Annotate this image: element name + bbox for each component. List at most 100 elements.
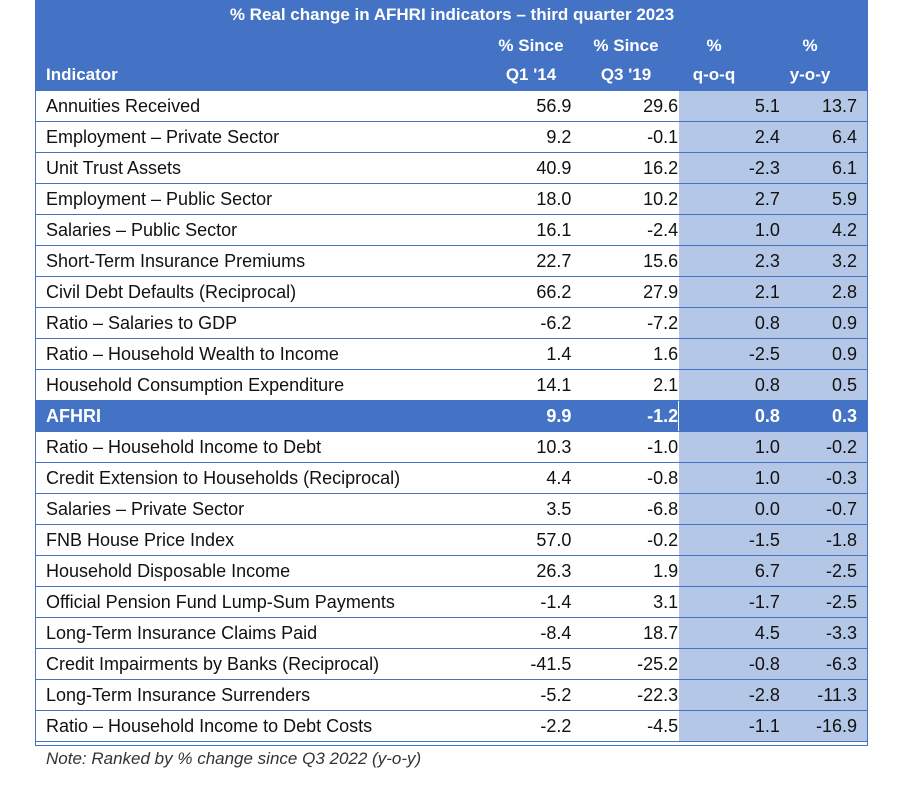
since-q1-14-cell: -2.2	[540, 716, 572, 736]
header-q3-line1: % Since	[593, 36, 659, 55]
since-q1-14-cell: 10.3	[536, 437, 572, 457]
yoy-cell: -16.9	[787, 711, 868, 741]
table-row: Long-Term Insurance Surrenders -5.2 -22.3-…	[36, 680, 868, 711]
table-row: Household Consumption Expenditure 14.1 2.1…	[36, 370, 868, 401]
since-q1-14-cell: -5.2	[540, 685, 572, 705]
qoq-cell: 0.8	[678, 308, 788, 338]
yoy-cell: 6.4	[787, 122, 868, 152]
yoy-cell: -0.2	[787, 432, 868, 462]
indicator-cell: FNB House Price Index	[46, 530, 235, 550]
table-row: Salaries – Public Sector 16.1 -2.4 1.0 4.2	[36, 215, 868, 246]
since-q1-14-cell: 56.9	[536, 96, 572, 116]
indicator-cell: Ratio – Household Income to Debt	[46, 437, 322, 457]
since-q3-19-cell: 10.2	[643, 189, 679, 209]
since-q1-14-cell: 26.3	[536, 561, 572, 581]
indicator-cell: Household Consumption Expenditure	[46, 375, 345, 395]
qoq-cell: -1.5	[678, 525, 788, 555]
table-row: Civil Debt Defaults (Reciprocal) 66.2 27.9…	[36, 277, 868, 308]
table-header: % Real change in AFHRI indicators – thir…	[36, 0, 868, 91]
since-q1-14-cell: 57.0	[536, 530, 572, 550]
qoq-cell: 2.7	[678, 184, 788, 214]
yoy-cell: 3.2	[787, 246, 868, 276]
yoy-cell: -0.7	[787, 494, 868, 524]
header-q1-line1: % Since	[498, 36, 564, 55]
indicator-cell: Ratio – Household Wealth to Income	[46, 344, 339, 364]
qoq-cell: -1.7	[678, 587, 788, 617]
yoy-cell: 0.9	[787, 339, 868, 369]
qoq-cell: -1.1	[678, 711, 788, 741]
yoy-cell: 0.3	[787, 401, 868, 431]
since-q1-14-cell: 9.9	[546, 406, 572, 426]
since-q3-19-cell: -25.2	[637, 654, 679, 674]
indicator-cell: Ratio – Salaries to GDP	[46, 313, 238, 333]
yoy-cell: 4.2	[787, 215, 868, 245]
afhri-table: % Real change in AFHRI indicators – thir…	[36, 0, 868, 742]
qoq-cell: 1.0	[678, 432, 788, 462]
since-q1-14-cell: 18.0	[536, 189, 572, 209]
indicator-cell: AFHRI	[46, 406, 101, 426]
table-row: Salaries – Private Sector 3.5 -6.8 0.0 -0.7	[36, 494, 868, 525]
qoq-cell: 2.4	[678, 122, 788, 152]
yoy-cell: -1.8	[787, 525, 868, 555]
table-row: FNB House Price Index 57.0 -0.2 -1.5 -1.8	[36, 525, 868, 556]
table-title: % Real change in AFHRI indicators – thir…	[229, 5, 675, 24]
since-q3-19-cell: -22.3	[637, 685, 679, 705]
since-q3-19-cell: 1.9	[653, 561, 679, 581]
qoq-cell: 6.7	[678, 556, 788, 586]
header-yoy-line2: y-o-y	[789, 65, 831, 84]
qoq-cell: -0.8	[678, 649, 788, 679]
yoy-cell: 0.5	[787, 370, 868, 400]
header-q1-line2: Q1 '14	[505, 65, 557, 84]
yoy-cell: 6.1	[787, 153, 868, 183]
qoq-cell: 5.1	[678, 91, 788, 121]
qoq-cell: -2.3	[678, 153, 788, 183]
table-row: Ratio – Salaries to GDP -6.2 -7.2 0.8 0.9	[36, 308, 868, 339]
since-q1-14-cell: 1.4	[546, 344, 572, 364]
since-q3-19-cell: 16.2	[643, 158, 679, 178]
since-q3-19-cell: -6.8	[647, 499, 679, 519]
since-q3-19-cell: -4.5	[647, 716, 679, 736]
table-row-afhri: AFHRI 9.9 -1.2 0.8 0.3	[36, 401, 868, 432]
yoy-cell: 0.9	[787, 308, 868, 338]
qoq-cell: 2.1	[678, 277, 788, 307]
indicator-cell: Short-Term Insurance Premiums	[46, 251, 306, 271]
indicator-cell: Employment – Public Sector	[46, 189, 273, 209]
since-q1-14-cell: 22.7	[536, 251, 572, 271]
yoy-cell: -2.5	[787, 556, 868, 586]
since-q1-14-cell: 66.2	[536, 282, 572, 302]
yoy-cell: -3.3	[787, 618, 868, 648]
qoq-cell: 1.0	[678, 463, 788, 493]
since-q1-14-cell: 16.1	[536, 220, 572, 240]
table-body: Annuities Received 56.9 29.6 5.1 13.7 Employm…	[36, 91, 868, 742]
since-q3-19-cell: 1.6	[653, 344, 679, 364]
table-row: Ratio – Household Income to Debt 10.3 -1.0…	[36, 432, 868, 463]
yoy-cell: -0.3	[787, 463, 868, 493]
table-note: Note: Ranked by % change since Q3 2022 (…	[46, 749, 422, 768]
table-row: Ratio – Household Wealth to Income 1.4 1.6…	[36, 339, 868, 370]
since-q3-19-cell: 2.1	[653, 375, 679, 395]
table-row: Household Disposable Income 26.3 1.9 6.7 -2.…	[36, 556, 868, 587]
indicator-cell: Civil Debt Defaults (Reciprocal)	[46, 282, 297, 302]
since-q3-19-cell: 18.7	[643, 623, 679, 643]
table-row: Annuities Received 56.9 29.6 5.1 13.7	[36, 91, 868, 122]
table-row: Credit Impairments by Banks (Reciprocal)…	[36, 649, 868, 680]
since-q3-19-cell: -1.0	[647, 437, 679, 457]
header-qoq-line1: %	[706, 36, 722, 55]
indicator-cell: Unit Trust Assets	[46, 158, 182, 178]
since-q3-19-cell: 27.9	[643, 282, 679, 302]
indicator-cell: Official Pension Fund Lump-Sum Payments	[46, 592, 395, 612]
since-q3-19-cell: -0.2	[647, 530, 679, 550]
since-q3-19-cell: -0.8	[647, 468, 679, 488]
qoq-cell: 1.0	[678, 215, 788, 245]
since-q3-19-cell: -2.4	[647, 220, 679, 240]
since-q3-19-cell: 3.1	[653, 592, 679, 612]
yoy-cell: 2.8	[787, 277, 868, 307]
qoq-cell: 0.8	[678, 401, 788, 431]
header-q3-line2: Q3 '19	[600, 65, 652, 84]
header-indicator: Indicator	[46, 65, 118, 84]
yoy-cell: -2.5	[787, 587, 868, 617]
table-row: Employment – Public Sector 18.0 10.2 2.7 5.9	[36, 184, 868, 215]
since-q1-14-cell: 4.4	[546, 468, 572, 488]
indicator-cell: Long-Term Insurance Claims Paid	[46, 623, 318, 643]
indicator-cell: Salaries – Private Sector	[46, 499, 245, 519]
